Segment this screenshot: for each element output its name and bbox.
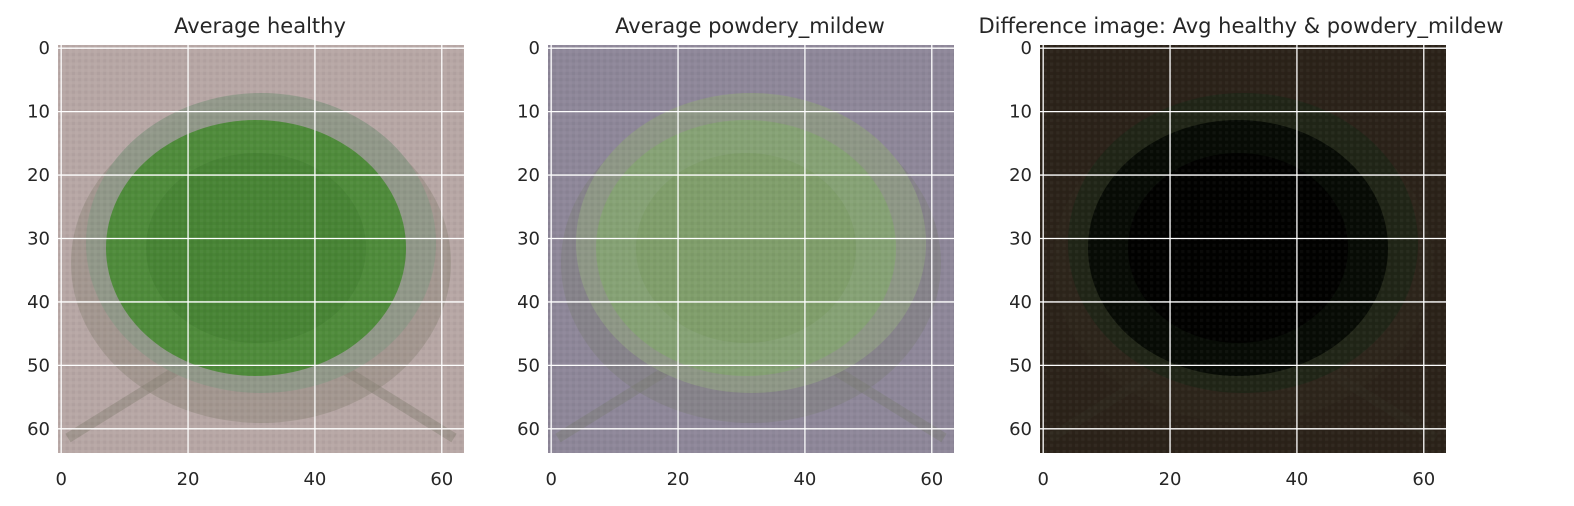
pixel-texture — [548, 45, 954, 453]
y-tick-label: 0 — [529, 38, 540, 59]
y-tick-label: 30 — [27, 228, 50, 249]
y-tick-label: 40 — [517, 292, 540, 313]
x-tick-label: 20 — [1159, 469, 1182, 490]
y-tick-label: 60 — [27, 419, 50, 440]
gridlines — [548, 45, 954, 453]
x-tick-label: 60 — [920, 469, 943, 490]
panel-title: Average healthy — [174, 14, 346, 38]
panel-title: Difference image: Avg healthy & powdery_… — [978, 14, 1503, 39]
x-tick-label: 0 — [1037, 469, 1048, 490]
y-tick-label: 50 — [1009, 355, 1032, 376]
y-tick-label: 20 — [27, 165, 50, 186]
pixel-texture — [58, 45, 464, 453]
x-tick-label: 20 — [667, 469, 690, 490]
y-tick-label: 20 — [1009, 165, 1032, 186]
x-tick-label: 20 — [177, 469, 200, 490]
y-tick-label: 0 — [1021, 38, 1032, 59]
y-tick-label: 0 — [39, 38, 50, 59]
pixel-texture — [1040, 45, 1446, 453]
y-tick-label: 60 — [1009, 419, 1032, 440]
x-tick-label: 0 — [55, 469, 66, 490]
x-tick-label: 40 — [303, 469, 326, 490]
leaf-image — [1040, 45, 1446, 453]
y-tick-label: 10 — [1009, 102, 1032, 123]
y-tick-label: 40 — [1009, 292, 1032, 313]
x-tick-label: 0 — [545, 469, 556, 490]
panel-avg-healthy: Average healthy 0 20 40 60 0 10 20 30 40 50 60 — [27, 14, 464, 490]
y-tick-label: 50 — [27, 355, 50, 376]
y-tick-label: 30 — [517, 228, 540, 249]
gridlines — [1040, 45, 1446, 453]
y-tick-label: 10 — [517, 102, 540, 123]
leaf-image — [58, 45, 464, 453]
y-tick-label: 40 — [27, 292, 50, 313]
x-tick-label: 40 — [1285, 469, 1308, 490]
panel-avg-powdery-mildew: Average powdery_mildew 0 20 40 60 0 10 20 30 40 50… — [517, 14, 954, 490]
panel-difference: Difference image: Avg healthy & powdery_… — [978, 14, 1503, 490]
y-tick-label: 60 — [517, 419, 540, 440]
panel-title: Average powdery_mildew — [615, 14, 885, 39]
y-tick-label: 10 — [27, 102, 50, 123]
x-tick-label: 40 — [793, 469, 816, 490]
gridlines — [58, 45, 464, 453]
y-tick-label: 20 — [517, 165, 540, 186]
x-tick-label: 60 — [430, 469, 453, 490]
y-tick-label: 30 — [1009, 228, 1032, 249]
leaf-image — [548, 45, 954, 453]
x-tick-label: 60 — [1412, 469, 1435, 490]
y-tick-label: 50 — [517, 355, 540, 376]
